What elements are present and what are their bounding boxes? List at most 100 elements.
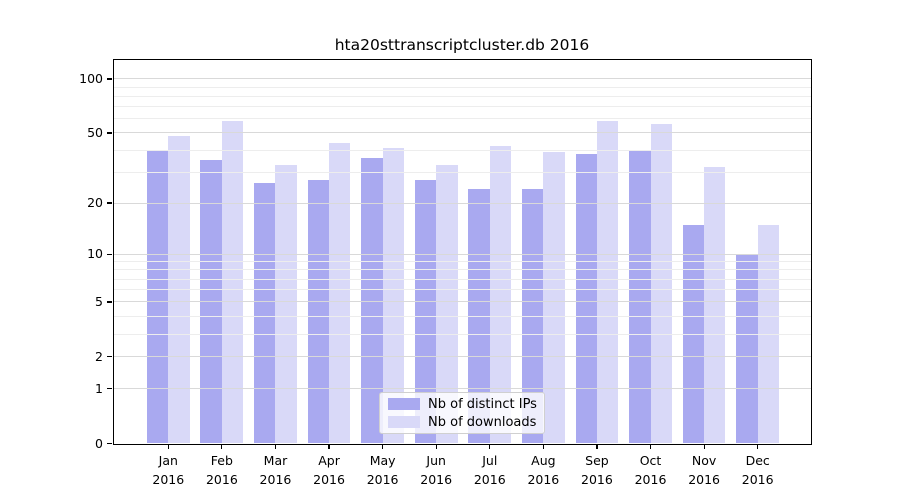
bar-distinct-ips-dec: [736, 254, 758, 444]
bar-downloads-aug: [543, 152, 565, 444]
bar-downloads-sep: [596, 121, 619, 444]
x-tick-mark-dec: [757, 444, 759, 449]
gridline-major-y-10: [114, 253, 811, 255]
x-tick-mark-oct: [649, 444, 652, 449]
bar-distinct-ips-apr: [307, 180, 330, 444]
x-tick-month-text: Dec: [745, 453, 770, 468]
x-tick-year-text: 2016: [366, 472, 399, 487]
legend-item-distinct-ips: Nb of distinct IPs: [388, 397, 544, 412]
x-tick-mark-feb: [221, 444, 223, 449]
gridline-minor-y-7: [114, 278, 811, 280]
bar-distinct-ips-jan: [146, 150, 169, 444]
x-tick-year-text: 2016: [581, 472, 613, 487]
bar-distinct-ips-oct: [629, 150, 651, 444]
bar-downloads-feb: [221, 121, 244, 444]
legend-label-downloads: Nb of downloads: [428, 414, 537, 430]
gridline-minor-y-3: [114, 333, 811, 335]
bar-downloads-oct: [650, 124, 672, 444]
x-tick-label-jul: Jul 2016: [462, 451, 518, 489]
bar-downloads-dec: [757, 224, 780, 444]
y-tick-mark-5: [107, 301, 112, 303]
gridline-minor-y-90: [114, 86, 811, 88]
legend-swatch-distinct-ips: [388, 398, 420, 410]
x-tick-year-text: 2016: [313, 472, 345, 487]
x-tick-month-text: Feb: [210, 453, 233, 468]
legend: Nb of distinct IPs Nb of downloads: [379, 392, 545, 434]
x-tick-label-aug: Aug 2016: [515, 451, 571, 489]
y-tick-label-5: 5: [95, 293, 103, 309]
x-tick-mark-may: [382, 444, 384, 449]
x-tick-month-text: Sep: [585, 453, 609, 468]
gridline-major-y-100: [114, 78, 811, 80]
x-tick-year-text: 2016: [634, 472, 667, 487]
bar-downloads-nov: [704, 167, 726, 444]
x-tick-year-text: 2016: [688, 472, 720, 487]
y-tick-label-1: 1: [95, 380, 103, 396]
y-tick-label-0: 0: [95, 435, 103, 451]
x-tick-mark-mar: [274, 444, 277, 449]
x-tick-mark-jan: [167, 444, 169, 449]
gridline-major-y-20: [114, 202, 811, 204]
x-tick-year-text: 2016: [420, 472, 453, 487]
y-tick-mark-100: [107, 78, 112, 80]
gridline-minor-y-8: [114, 269, 811, 271]
x-tick-mark-nov: [703, 444, 705, 449]
gridline-minor-y-4: [114, 315, 811, 317]
y-tick-mark-10: [107, 253, 112, 255]
y-tick-label-2: 2: [95, 348, 103, 364]
y-tick-mark-1: [107, 388, 112, 390]
legend-item-downloads: Nb of downloads: [388, 415, 544, 430]
x-tick-mark-aug: [542, 444, 544, 449]
gridline-minor-y-40: [114, 149, 811, 151]
x-tick-month-text: May: [369, 453, 396, 468]
x-tick-month-text: Mar: [263, 453, 288, 468]
y-tick-mark-20: [107, 202, 112, 204]
x-tick-label-dec: Dec 2016: [730, 451, 786, 489]
x-tick-label-sep: Sep 2016: [569, 451, 625, 489]
x-tick-label-apr: Apr 2016: [301, 451, 357, 489]
gridline-minor-y-70: [114, 106, 811, 108]
x-tick-year-text: 2016: [741, 472, 774, 487]
gridline-minor-y-80: [114, 95, 811, 97]
x-tick-mark-apr: [328, 444, 330, 449]
bar-distinct-ips-feb: [200, 160, 222, 444]
legend-label-distinct-ips: Nb of distinct IPs: [428, 396, 537, 412]
y-tick-mark-2: [107, 356, 112, 358]
x-tick-label-oct: Oct 2016: [623, 451, 679, 489]
y-tick-mark-0: [107, 442, 112, 445]
x-tick-label-feb: Feb 2016: [194, 451, 250, 489]
x-tick-month-text: Jul: [482, 453, 498, 468]
y-tick-label-100: 100: [79, 70, 103, 86]
bar-distinct-ips-mar: [254, 183, 276, 444]
x-tick-label-jan: Jan 2016: [140, 451, 196, 489]
bar-downloads-apr: [329, 142, 351, 444]
x-tick-month-text: Jun: [426, 453, 446, 468]
gridline-minor-y-6: [114, 289, 811, 291]
gridline-major-y-2: [114, 356, 811, 358]
gridline-major-y-50: [114, 132, 811, 134]
x-tick-year-text: 2016: [152, 472, 185, 487]
x-tick-month-text: Aug: [531, 453, 556, 468]
gridline-major-y-1: [114, 388, 811, 390]
x-tick-year-text: 2016: [473, 472, 506, 487]
x-tick-year-text: 2016: [527, 472, 560, 487]
y-tick-label-10: 10: [87, 246, 103, 262]
gridline-minor-y-60: [114, 118, 811, 120]
x-tick-label-mar: Mar 2016: [247, 451, 303, 489]
bar-downloads-mar: [275, 164, 297, 444]
x-tick-month-text: Jan: [158, 453, 178, 468]
x-tick-mark-sep: [596, 444, 598, 449]
bar-distinct-ips-sep: [575, 154, 597, 444]
x-tick-label-jun: Jun 2016: [408, 451, 464, 489]
y-tick-mark-50: [107, 132, 112, 134]
gridline-minor-y-9: [114, 261, 811, 263]
x-tick-year-text: 2016: [259, 472, 292, 487]
x-tick-label-may: May 2016: [355, 451, 411, 489]
x-tick-month-text: Oct: [639, 453, 662, 468]
y-tick-label-50: 50: [87, 124, 103, 140]
x-tick-mark-jun: [435, 444, 437, 449]
x-tick-month-text: Apr: [318, 453, 340, 468]
gridline-major-y-5: [114, 301, 811, 303]
plot-border: [113, 58, 812, 445]
